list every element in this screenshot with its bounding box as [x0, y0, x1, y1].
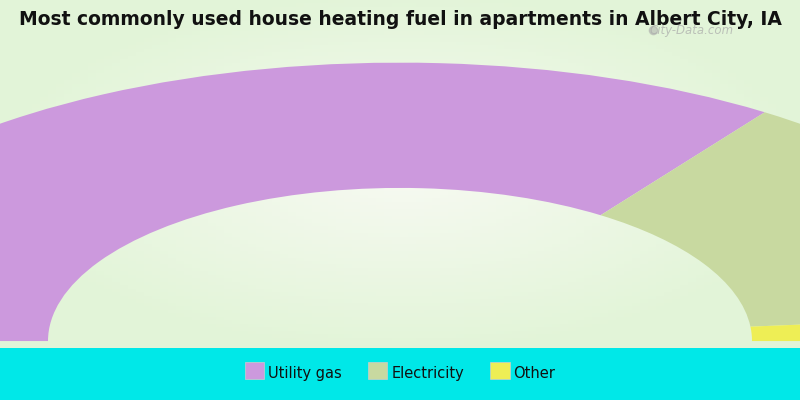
Wedge shape — [601, 112, 800, 327]
Wedge shape — [0, 63, 765, 341]
Legend: Utility gas, Electricity, Other: Utility gas, Electricity, Other — [238, 360, 562, 387]
Text: Most commonly used house heating fuel in apartments in Albert City, IA: Most commonly used house heating fuel in… — [18, 10, 782, 29]
Wedge shape — [750, 315, 800, 341]
Text: City-Data.com: City-Data.com — [650, 24, 734, 37]
